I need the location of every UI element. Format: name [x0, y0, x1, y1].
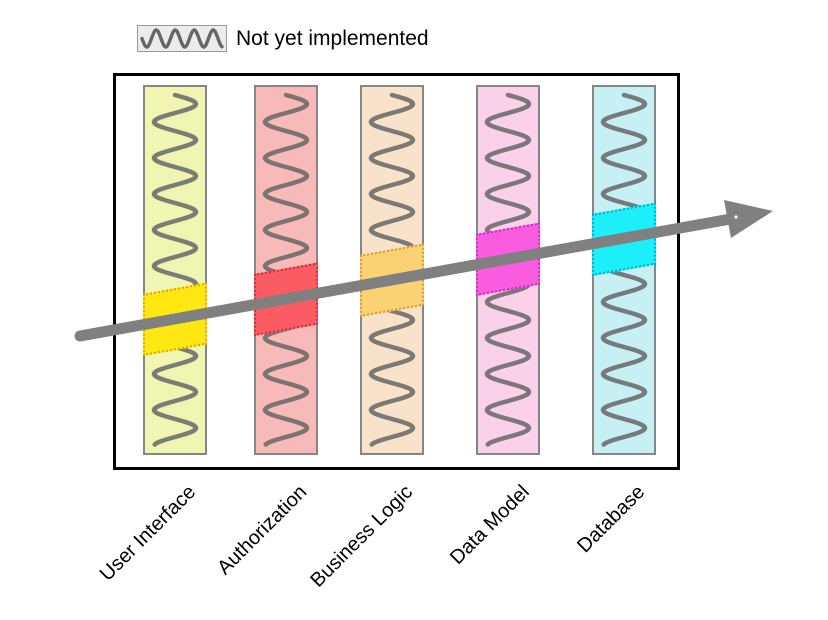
- legend-label: Not yet implemented: [236, 27, 429, 50]
- layer-highlight-user-interface: [143, 282, 207, 356]
- layer-highlight-authorization: [254, 262, 318, 336]
- layer-label-business-logic: Business Logic: [306, 481, 418, 592]
- arrow-head-icon: [724, 200, 773, 238]
- layer-label-data-model: Data Model: [445, 481, 534, 569]
- layer-highlight-database: [592, 202, 656, 276]
- layer-highlight-business-logic: [360, 243, 424, 317]
- not-implemented-pattern-icon: [137, 25, 227, 52]
- layer-highlight-data-model: [476, 222, 540, 296]
- layer-bar-user-interface: [143, 85, 207, 455]
- legend-wave-line: [140, 28, 224, 49]
- arrow-dot: [734, 215, 738, 219]
- wave-pattern: [151, 92, 199, 447]
- layer-label-authorization: Authorization: [213, 481, 312, 580]
- layer-label-database: Database: [573, 481, 650, 558]
- layer-label-user-interface: User Interface: [96, 481, 201, 586]
